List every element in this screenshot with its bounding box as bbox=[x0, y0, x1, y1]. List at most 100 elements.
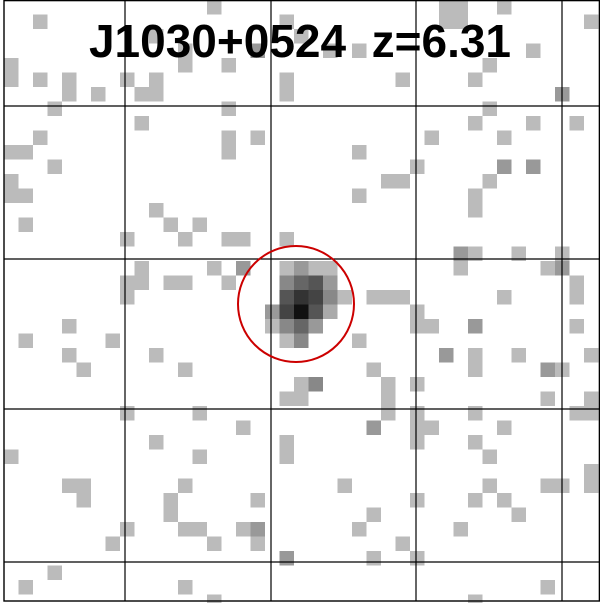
pixel bbox=[569, 406, 584, 421]
pixel bbox=[352, 522, 367, 537]
pixel bbox=[250, 43, 265, 58]
pixel bbox=[526, 116, 541, 131]
pixel bbox=[352, 188, 367, 203]
pixel bbox=[178, 522, 193, 537]
frame bbox=[3, 0, 600, 602]
pixel bbox=[149, 72, 164, 87]
pixel bbox=[76, 493, 91, 508]
pixel bbox=[192, 522, 207, 537]
pixel bbox=[221, 130, 236, 145]
pixel bbox=[4, 188, 19, 203]
pixel bbox=[294, 377, 309, 392]
pixel bbox=[395, 174, 410, 189]
pixel bbox=[468, 348, 483, 363]
pixel bbox=[540, 580, 555, 595]
pixel bbox=[395, 536, 410, 551]
pixel bbox=[134, 87, 149, 102]
pixel bbox=[4, 58, 19, 73]
pixel bbox=[47, 101, 62, 116]
pixel bbox=[410, 420, 425, 435]
pixel bbox=[178, 275, 193, 290]
pixel bbox=[279, 232, 294, 247]
pixel bbox=[265, 319, 280, 334]
pixel bbox=[308, 275, 323, 290]
pixel bbox=[279, 72, 294, 87]
pixel bbox=[323, 304, 338, 319]
pixel bbox=[482, 478, 497, 493]
pixel bbox=[540, 362, 555, 377]
pixel bbox=[62, 72, 77, 87]
pixel bbox=[453, 246, 468, 261]
pixel bbox=[294, 319, 309, 334]
pixel bbox=[410, 551, 425, 566]
pixel bbox=[163, 275, 178, 290]
pixel bbox=[4, 174, 19, 189]
pixel bbox=[381, 391, 396, 406]
pixel bbox=[178, 478, 193, 493]
pixel bbox=[352, 43, 367, 58]
pixel bbox=[178, 232, 193, 247]
pixel bbox=[482, 449, 497, 464]
pixel bbox=[584, 406, 599, 421]
pixel bbox=[279, 261, 294, 276]
pixel bbox=[120, 522, 135, 537]
pixel bbox=[410, 159, 425, 174]
pixel bbox=[381, 377, 396, 392]
pixel bbox=[47, 565, 62, 580]
pixel bbox=[468, 594, 483, 603]
pixel bbox=[569, 116, 584, 131]
pixel bbox=[178, 43, 193, 58]
pixel bbox=[105, 536, 120, 551]
pixel bbox=[468, 203, 483, 218]
pixel bbox=[395, 290, 410, 305]
pixel bbox=[511, 348, 526, 363]
pixel bbox=[279, 304, 294, 319]
pixel bbox=[4, 145, 19, 160]
pixel bbox=[497, 420, 512, 435]
pixel bbox=[410, 319, 425, 334]
pixel bbox=[236, 232, 251, 247]
pixel bbox=[62, 319, 77, 334]
pixel bbox=[33, 72, 48, 87]
pixel bbox=[120, 232, 135, 247]
pixel bbox=[439, 348, 454, 363]
pixel bbox=[468, 493, 483, 508]
pixel bbox=[279, 319, 294, 334]
pixel bbox=[468, 188, 483, 203]
pixel bbox=[352, 333, 367, 348]
pixel bbox=[250, 130, 265, 145]
pixel bbox=[468, 319, 483, 334]
pixel bbox=[192, 449, 207, 464]
pixel bbox=[294, 290, 309, 305]
pixel bbox=[439, 14, 454, 29]
pixel bbox=[294, 391, 309, 406]
pixel bbox=[76, 362, 91, 377]
pixel bbox=[294, 261, 309, 276]
pixel bbox=[192, 217, 207, 232]
pixel bbox=[526, 43, 541, 58]
pixel bbox=[279, 14, 294, 29]
pixel bbox=[120, 72, 135, 87]
pixel bbox=[18, 217, 33, 232]
pixel bbox=[265, 304, 280, 319]
pixel bbox=[134, 116, 149, 131]
pixel bbox=[236, 522, 251, 537]
pixel bbox=[91, 87, 106, 102]
pixel bbox=[497, 290, 512, 305]
pixel bbox=[439, 0, 454, 15]
pixel bbox=[468, 362, 483, 377]
pixel bbox=[337, 290, 352, 305]
pixel bbox=[163, 493, 178, 508]
pixel bbox=[584, 348, 599, 363]
pixel bbox=[584, 478, 599, 493]
pixel bbox=[424, 319, 439, 334]
pixel bbox=[453, 0, 468, 15]
pixel bbox=[134, 261, 149, 276]
pixel bbox=[395, 72, 410, 87]
pixel bbox=[120, 290, 135, 305]
pixel bbox=[18, 145, 33, 160]
pixel bbox=[468, 72, 483, 87]
pixel bbox=[149, 87, 164, 102]
pixel bbox=[250, 522, 265, 537]
